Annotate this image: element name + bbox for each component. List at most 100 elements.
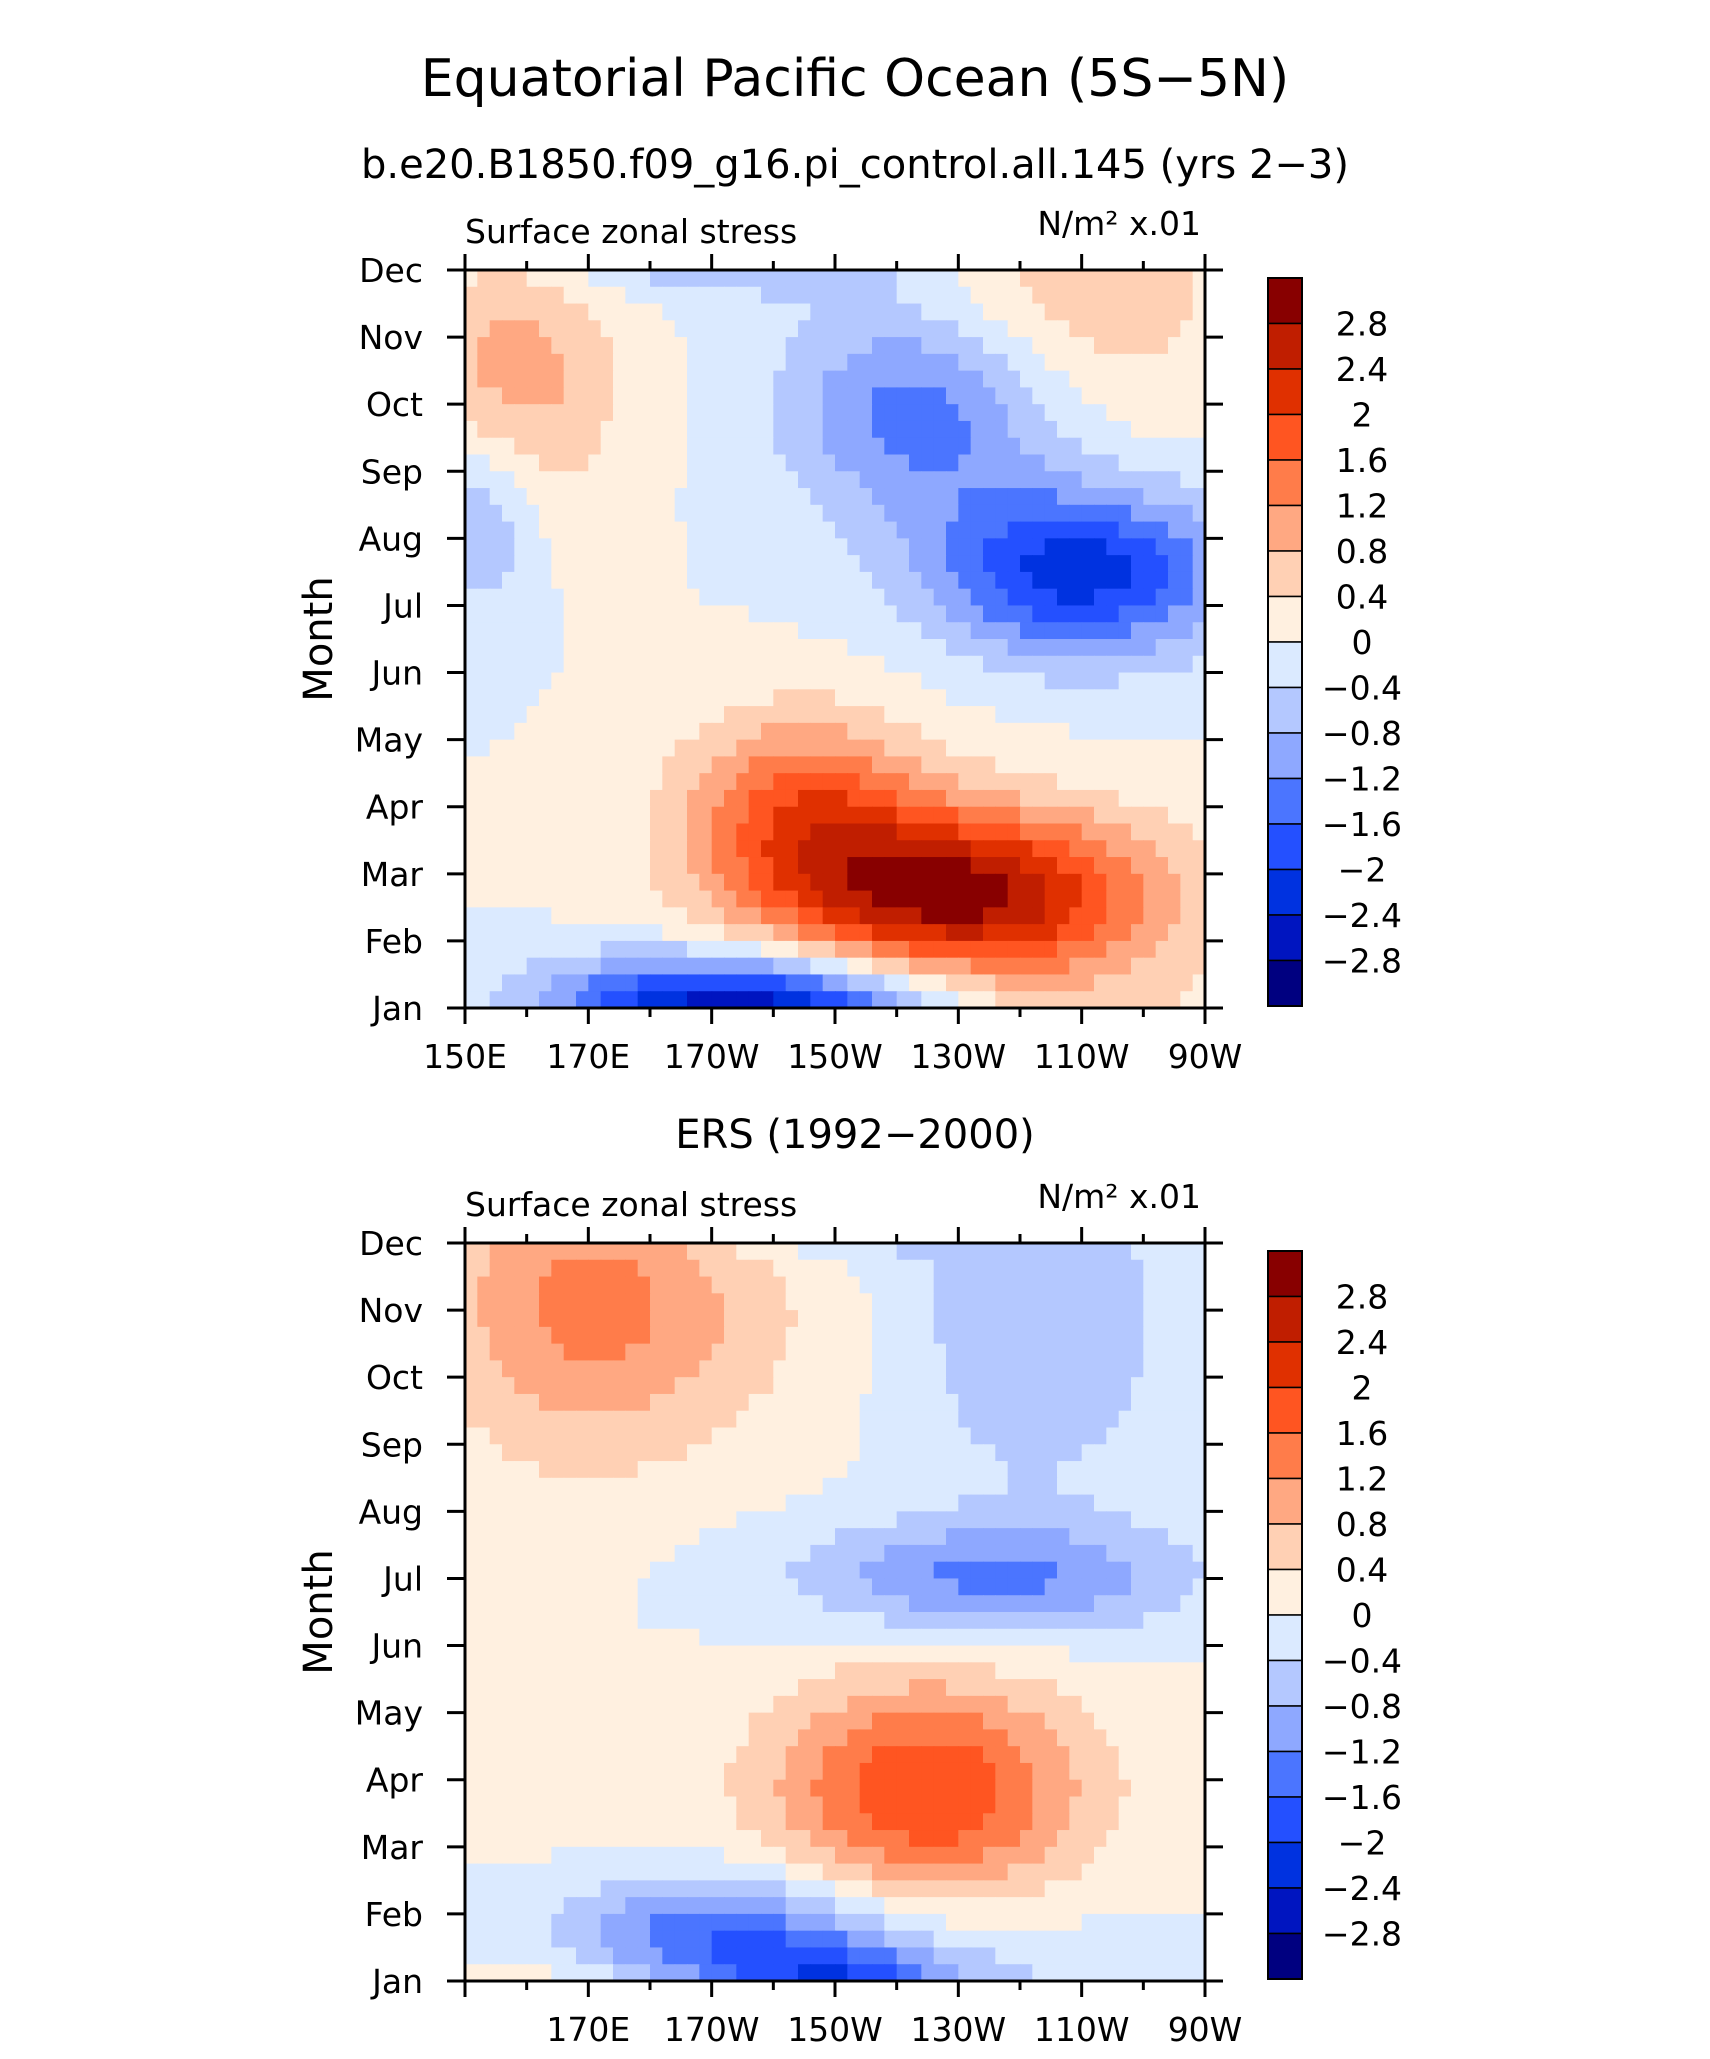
field-cell <box>872 1762 885 1781</box>
field-cell <box>1094 1360 1107 1378</box>
field-cell <box>1069 521 1083 539</box>
field-cell <box>613 420 626 439</box>
field-cell <box>588 991 602 1009</box>
field-cell <box>502 655 515 674</box>
field-cell <box>761 571 774 590</box>
field-cell <box>650 1343 663 1362</box>
field-cell <box>884 991 898 1009</box>
field-cell <box>736 773 750 791</box>
field-cell <box>1020 420 1033 439</box>
field-cell <box>588 504 602 523</box>
field-cell <box>477 1494 491 1512</box>
field-cell <box>711 1612 725 1630</box>
field-cell <box>551 1779 565 1798</box>
field-cell <box>835 538 848 556</box>
field-cell <box>539 1427 552 1445</box>
field-cell <box>970 1494 984 1512</box>
field-cell <box>477 1830 491 1848</box>
field-cell <box>576 789 589 808</box>
field-cell <box>896 353 910 372</box>
field-cell <box>1155 1679 1169 1697</box>
field-cell <box>983 756 996 774</box>
field-cell <box>921 1360 935 1378</box>
field-cell <box>563 1729 577 1747</box>
field-cell <box>613 270 626 288</box>
field-cell <box>1168 639 1181 657</box>
field-cell <box>526 1528 540 1546</box>
field-cell <box>785 437 799 456</box>
field-cell <box>1020 1612 1033 1630</box>
field-cell <box>477 1461 491 1479</box>
field-cell <box>761 555 774 573</box>
field-cell <box>921 1461 935 1479</box>
field-cell <box>798 1494 811 1512</box>
field-cell <box>1118 1461 1132 1479</box>
field-cell <box>1094 555 1107 573</box>
field-cell <box>477 722 491 741</box>
field-cell <box>1118 991 1132 1009</box>
field-cell <box>1131 555 1144 573</box>
field-cell <box>724 504 737 523</box>
field-cell <box>921 1444 935 1462</box>
field-cell <box>1155 1494 1169 1512</box>
field-cell <box>798 1477 811 1496</box>
field-cell <box>933 756 947 774</box>
field-cell <box>1168 1276 1181 1294</box>
field-cell <box>995 555 1009 573</box>
field-cell <box>625 538 639 556</box>
field-cell <box>872 1461 885 1479</box>
field-cell <box>1118 370 1132 389</box>
field-cell <box>699 1410 713 1429</box>
field-cell <box>884 1645 898 1663</box>
field-cell <box>748 689 762 707</box>
field-cell <box>674 454 688 472</box>
field-cell <box>1094 286 1107 305</box>
field-cell <box>674 974 688 992</box>
field-cell <box>859 320 873 338</box>
field-cell <box>946 1310 959 1328</box>
field-cell <box>1044 622 1058 640</box>
field-cell <box>514 1679 528 1697</box>
field-cell <box>773 957 787 976</box>
field-cell <box>748 1477 762 1496</box>
field-cell <box>1057 370 1070 389</box>
field-cell <box>1069 571 1083 590</box>
field-cell <box>859 873 873 892</box>
field-cell <box>724 1561 737 1580</box>
field-cell <box>884 1679 898 1697</box>
field-cell <box>1020 286 1033 305</box>
field-cell <box>613 353 626 372</box>
y-axis-label: Month <box>296 576 342 701</box>
field-cell <box>588 1712 602 1731</box>
field-cell <box>1020 588 1033 607</box>
field-cell <box>736 689 750 707</box>
field-cell <box>502 1595 515 1613</box>
field-cell <box>810 1461 824 1479</box>
field-cell <box>674 1494 688 1512</box>
field-cell <box>1118 1695 1132 1714</box>
field-cell <box>822 823 836 841</box>
field-cell <box>1192 1729 1206 1747</box>
field-cell <box>514 1695 528 1714</box>
field-cell <box>884 1729 898 1747</box>
field-cell <box>724 991 737 1009</box>
field-cell <box>859 1393 873 1412</box>
field-cell <box>1020 521 1033 539</box>
field-cell <box>465 1863 478 1881</box>
field-cell <box>662 974 676 992</box>
field-cell <box>539 1813 552 1831</box>
field-cell <box>896 907 910 925</box>
field-cell <box>1069 1243 1083 1261</box>
field-cell <box>687 1444 700 1462</box>
field-cell <box>724 1762 737 1781</box>
field-cell <box>514 1863 528 1881</box>
field-cell <box>1155 404 1169 422</box>
field-cell <box>613 1662 626 1680</box>
field-cell <box>748 1595 762 1613</box>
field-cell <box>576 1544 589 1563</box>
field-cell <box>1081 353 1095 372</box>
field-cell <box>637 1276 651 1294</box>
field-cell <box>1168 1846 1181 1865</box>
field-cell <box>946 1612 959 1630</box>
field-cell <box>711 1662 725 1680</box>
